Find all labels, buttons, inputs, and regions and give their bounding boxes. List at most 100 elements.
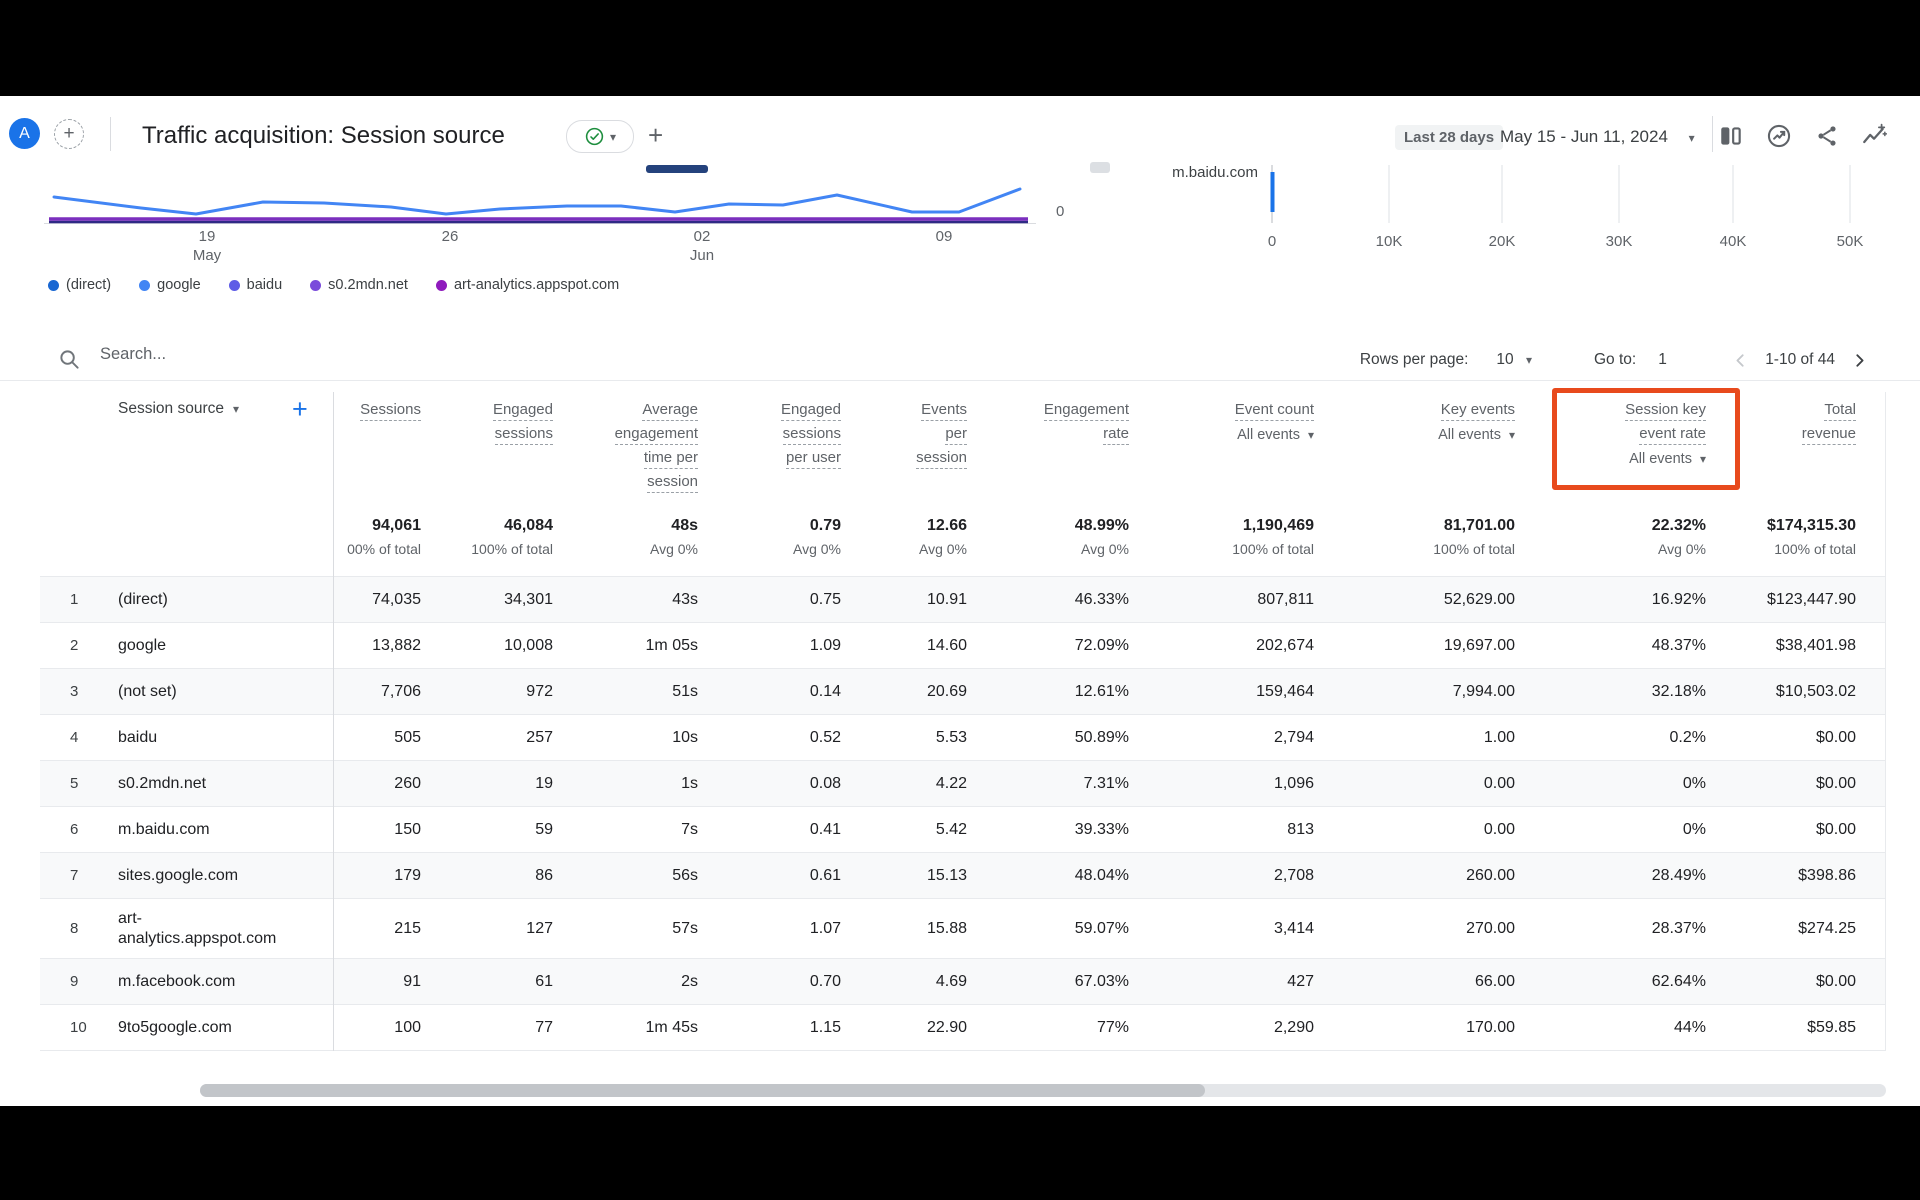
table-row: 4 baidu 505 257 10s 0.52 5.53 50.89% 2,794 1.00 0.… — [40, 715, 1886, 761]
metric-cell: 34,301 — [504, 590, 553, 608]
compare-icon[interactable] — [1718, 123, 1744, 149]
legend-label: s0.2mdn.net — [328, 277, 408, 293]
metric-cell: 48.37% — [1651, 636, 1706, 654]
metric-cell: 1.07 — [809, 919, 841, 937]
legend-item: s0.2mdn.net — [310, 277, 408, 293]
column-header[interactable]: Average engagement time per session — [553, 392, 698, 496]
row-index: 3 — [70, 683, 79, 700]
column-header[interactable]: Engaged sessions — [421, 392, 553, 496]
column-header-line: session — [916, 448, 967, 469]
column-header-line: revenue — [1801, 424, 1856, 445]
chevron-down-icon: ▾ — [1508, 428, 1515, 442]
legend-item: art-analytics.appspot.com — [435, 277, 619, 293]
goto-page-input[interactable] — [1656, 350, 1691, 370]
metric-cell: 59 — [535, 820, 553, 838]
column-header[interactable]: Engaged sessions per user — [698, 392, 841, 496]
metric-cell: 16.92% — [1651, 590, 1706, 608]
metric-cell: $0.00 — [1815, 728, 1856, 746]
axis-tick: 19 May — [192, 228, 222, 264]
axis-tick: 0 — [1267, 233, 1277, 250]
column-header-line: rate — [1103, 424, 1129, 445]
search-icon — [58, 348, 81, 376]
rows-per-page-value: 10 — [1496, 351, 1514, 368]
metric-cell: 7s — [681, 820, 698, 838]
metric-cell: 505 — [394, 728, 421, 746]
totals-cell: $174,315.30 100% of total — [1706, 504, 1856, 576]
column-header[interactable]: Events per session — [841, 392, 967, 496]
metric-cell: 0% — [1682, 820, 1706, 838]
scrollbar-thumb[interactable] — [200, 1084, 1205, 1097]
column-header-line: Average — [642, 400, 698, 421]
add-property-button[interactable]: + — [54, 119, 84, 149]
horizontal-scrollbar[interactable] — [200, 1084, 1886, 1097]
metric-cell: 1.00 — [1483, 728, 1515, 746]
rows-per-page-select[interactable]: 10 ▾ — [1496, 351, 1532, 369]
legend-item: (direct) — [48, 277, 111, 293]
totals-value: 46,084 — [504, 517, 553, 534]
column-header[interactable]: Total revenue — [1706, 392, 1856, 496]
dimension-header[interactable]: Session source ▾ — [118, 400, 239, 418]
metric-cell: $398.86 — [1798, 866, 1856, 884]
metric-cell: 86 — [535, 866, 553, 884]
share-icon[interactable] — [1814, 123, 1840, 149]
metric-cell: 0.14 — [809, 682, 841, 700]
metric-cell: 0.00 — [1483, 774, 1515, 792]
column-events-dropdown[interactable]: All events ▾ — [1438, 427, 1515, 443]
metric-cell: 14.60 — [926, 636, 967, 654]
insights-icon[interactable] — [1766, 123, 1792, 149]
prev-page-button[interactable] — [1730, 350, 1751, 371]
row-index: 9 — [70, 973, 79, 990]
column-events-dropdown[interactable]: All events ▾ — [1237, 427, 1314, 443]
account-avatar[interactable]: A — [9, 118, 40, 149]
row-index: 10 — [70, 1019, 87, 1036]
totals-cell: 94,061 00% of total — [333, 504, 421, 576]
metric-cell: 0.2% — [1669, 728, 1706, 746]
search-input[interactable] — [98, 344, 522, 365]
table-header: Session source ▾ + Sessions Engaged sessio… — [40, 392, 1886, 504]
column-header[interactable]: Event count All events ▾ — [1129, 392, 1314, 496]
axis-tick: 10K — [1375, 233, 1403, 250]
column-events-dropdown[interactable]: All events ▾ — [1629, 451, 1706, 467]
add-report-tab-button[interactable]: + — [648, 120, 664, 150]
next-page-button[interactable] — [1849, 350, 1870, 371]
metric-cell: 0.08 — [809, 774, 841, 792]
legend-label: baidu — [246, 277, 283, 293]
column-header-line: Events — [921, 400, 967, 421]
header-divider — [110, 117, 111, 151]
report-page: A + Traffic acquisition: Session source … — [0, 96, 1920, 1106]
axis-tick: 02 Jun — [689, 228, 715, 264]
column-header[interactable]: Session key event rate All events ▾ — [1515, 392, 1706, 496]
metric-cell: 1m 05s — [645, 636, 698, 654]
column-header[interactable]: Sessions — [333, 392, 421, 496]
table-row: 2 google 13,882 10,008 1m 05s 1.09 14.60 72.09%… — [40, 623, 1886, 669]
metric-cell: 807,811 — [1257, 590, 1314, 608]
metric-cell: 813 — [1287, 820, 1314, 838]
metric-cell: 0.00 — [1483, 820, 1515, 838]
metric-cell: 50.89% — [1074, 728, 1129, 746]
column-header[interactable]: Engagement rate — [967, 392, 1129, 496]
column-header-line: Engaged — [492, 400, 553, 421]
column-header[interactable]: Key events All events ▾ — [1314, 392, 1515, 496]
metric-cell: 48.04% — [1074, 866, 1129, 884]
table-row: 1 (direct) 74,035 34,301 43s 0.75 10.91 46.33% 8… — [40, 577, 1886, 623]
totals-value: 81,701.00 — [1443, 517, 1515, 534]
column-header-line: time per — [643, 448, 698, 469]
metric-cell: 0.52 — [809, 728, 841, 746]
metric-cell: 427 — [1287, 972, 1314, 990]
date-range-selector[interactable]: May 15 - Jun 11, 2024 ▾ — [1500, 127, 1695, 147]
row-index: 2 — [70, 637, 79, 654]
legend-dot-icon — [139, 279, 151, 291]
metric-cell: $123,447.90 — [1767, 590, 1856, 608]
row-index: 5 — [70, 775, 79, 792]
add-dimension-button[interactable]: + — [292, 394, 308, 424]
column-header-line: session — [647, 472, 698, 493]
header-divider — [1712, 116, 1713, 152]
metric-cell: 260.00 — [1466, 866, 1515, 884]
metric-cell: 19,697.00 — [1443, 636, 1515, 654]
totals-cell: 0.79 Avg 0% — [698, 504, 841, 576]
report-status-badge[interactable]: ▾ — [566, 120, 634, 153]
source-name: (direct) — [118, 590, 168, 608]
date-range-chip: Last 28 days — [1395, 125, 1504, 150]
report-table: Session source ▾ + Sessions Engaged sessio… — [40, 392, 1886, 1051]
intelligence-icon[interactable] — [1861, 123, 1888, 149]
